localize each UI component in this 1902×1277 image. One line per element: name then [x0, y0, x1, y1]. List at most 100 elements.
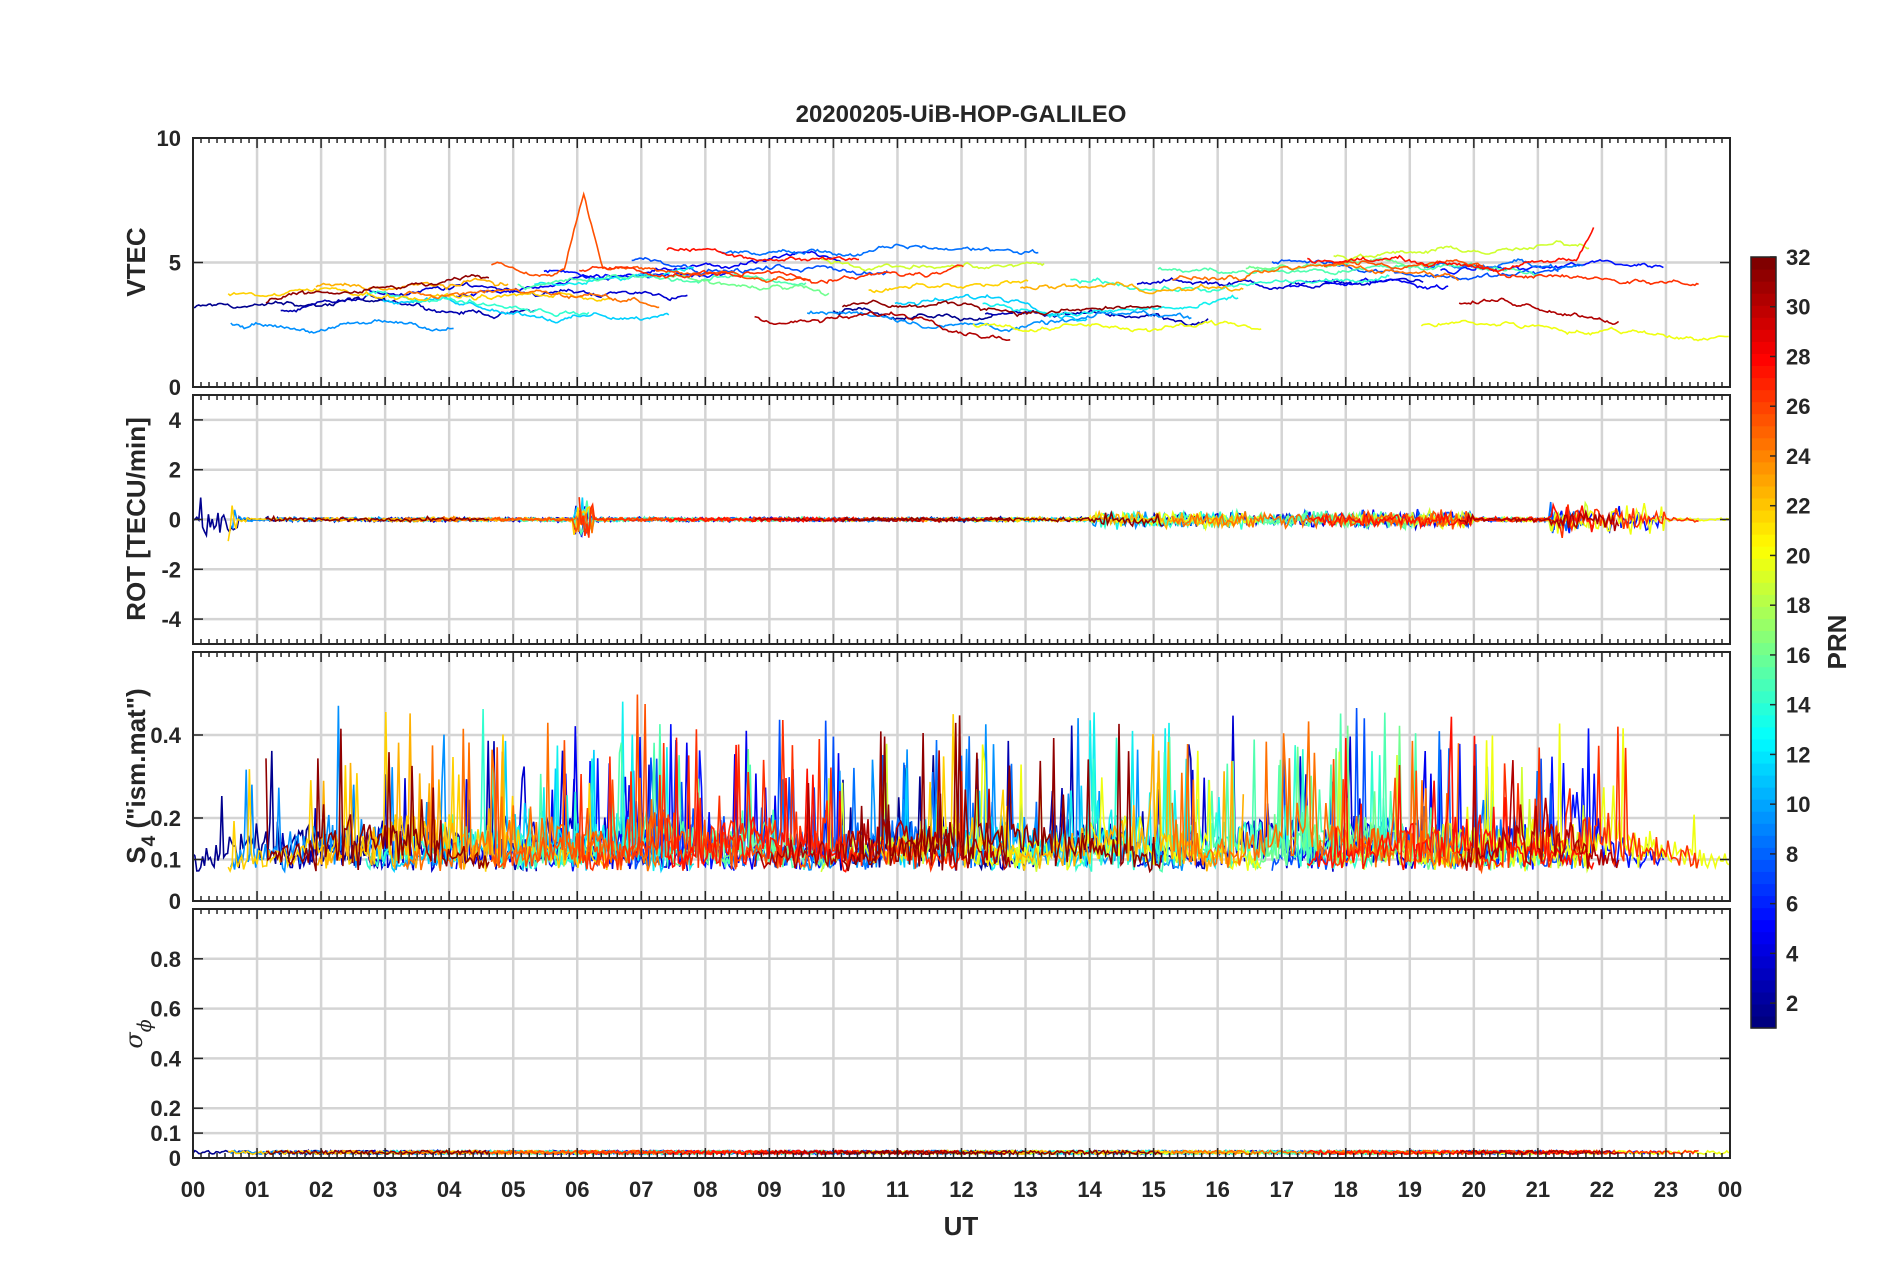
colorbar-stripe	[1751, 473, 1776, 487]
x-tick-label: 01	[245, 1177, 269, 1202]
x-tick-label: 16	[1205, 1177, 1229, 1202]
colorbar-stripe	[1751, 750, 1776, 764]
s4-y-axis-label: S4 ("ism.mat")	[121, 688, 160, 863]
sig-y-tick-label: 0.8	[150, 947, 181, 972]
colorbar-stripe	[1751, 522, 1776, 535]
s4-prn-19-pass-0	[1420, 723, 1730, 872]
colorbar-label: PRN	[1822, 615, 1852, 670]
vtec-y-tick-label: 10	[157, 126, 181, 151]
sig-y-tick-label: 0	[169, 1146, 181, 1171]
vtec-prn-11-pass-1	[382, 296, 670, 324]
x-tick-label: 13	[1013, 1177, 1037, 1202]
s4-prn-30-pass-1	[1458, 760, 1620, 871]
colorbar-stripe	[1751, 461, 1776, 475]
colorbar-tick-label: 6	[1786, 892, 1798, 917]
colorbar-stripe	[1751, 606, 1776, 620]
vtec-prn-14-pass-1	[517, 272, 807, 291]
x-tick-label: 06	[565, 1177, 589, 1202]
vtec-prn-26-pass-0	[578, 264, 964, 285]
colorbar-tick-label: 4	[1786, 941, 1799, 966]
vtec-prn-12-pass-0	[982, 294, 1239, 319]
x-tick-label: 00	[181, 1177, 205, 1202]
colorbar-stripe	[1751, 269, 1776, 282]
rot-prn-31-pass-1	[265, 514, 490, 524]
colorbar-stripe	[1751, 991, 1776, 1005]
colorbar-stripe	[1751, 1015, 1776, 1029]
x-tick-label: 19	[1398, 1177, 1422, 1202]
colorbar-tick-label: 22	[1786, 494, 1810, 519]
colorbar-stripe	[1751, 979, 1776, 993]
sig-y-tick-label: 0.6	[150, 997, 181, 1022]
colorbar-stripe	[1751, 714, 1776, 728]
s4-prn-31-pass-1	[265, 728, 490, 872]
colorbar-tick-label: 2	[1786, 991, 1798, 1016]
colorbar-stripe	[1751, 534, 1776, 547]
colorbar-gradient	[1751, 257, 1776, 1029]
s4-prn-27-pass-0	[666, 737, 860, 873]
x-tick-label: 21	[1526, 1177, 1550, 1202]
rot-panel: -4 -2 0 2 4 ROT [TECU/min]	[121, 394, 1731, 645]
vtec-prn-19-pass-0	[1420, 319, 1729, 342]
vtec-prn-2-pass-0	[280, 292, 537, 320]
vtec-series	[193, 191, 1729, 342]
colorbar-stripe	[1751, 497, 1776, 511]
colorbar-stripe	[1751, 317, 1776, 330]
vtec-prn-27-pass-0	[666, 247, 860, 262]
colorbar-stripe	[1751, 726, 1776, 740]
colorbar-stripe	[1751, 847, 1776, 860]
sigma-phi-y-tick-labels: 00.10.2 0.4 0.6 0.8	[150, 947, 181, 1171]
vtec-y-tick-label: 0	[169, 375, 181, 400]
colorbar-stripe	[1751, 702, 1776, 716]
x-tick-label: 15	[1141, 1177, 1165, 1202]
x-tick-label: 03	[373, 1177, 397, 1202]
x-tick-labels: 00 01 02 03 04 05 06 07 08 09 10 11 12 13 14 15 16 17 18 19…	[181, 1177, 1742, 1202]
colorbar-stripe	[1751, 389, 1776, 403]
vtec-prn-15-pass-1	[669, 273, 830, 297]
colorbar-stripe	[1751, 305, 1776, 318]
rot-frame	[192, 394, 1731, 645]
colorbar-stripe	[1751, 666, 1776, 680]
x-tick-label: 11	[886, 1177, 909, 1202]
x-tick-label: 10	[821, 1177, 845, 1202]
colorbar-tick-label: 10	[1786, 792, 1810, 817]
rot-prn-26-pass-1	[1475, 504, 1699, 539]
x-tick-label: 12	[949, 1177, 973, 1202]
s4-prn-26-pass-0	[578, 719, 965, 873]
rot-prn-19-pass-0	[1420, 502, 1729, 535]
vtec-prn-1-pass-1	[832, 306, 994, 322]
vtec-prn-3-pass-1	[1136, 277, 1424, 291]
s4-prn-24-pass-1	[1171, 721, 1460, 869]
vtec-prn-22-pass-1	[1020, 281, 1244, 295]
colorbar-tick-label: 32	[1786, 245, 1810, 270]
sigma-phi-panel: 00.10.2 0.4 0.6 0.8 σϕ 00 01 02 03 04 05 06 07 08 09…	[120, 908, 1742, 1241]
colorbar-stripe	[1751, 931, 1776, 945]
s4-y-tick-label: 0.4	[150, 723, 181, 748]
colorbar-stripe	[1751, 413, 1776, 427]
colorbar-stripe	[1751, 449, 1776, 463]
colorbar-stripe	[1751, 787, 1776, 800]
colorbar-stripe	[1751, 353, 1776, 367]
colorbar-stripe	[1751, 907, 1776, 921]
vtec-panel: 0 5 10 VTEC	[121, 126, 1731, 400]
s4-prn-25-pass-0	[490, 694, 812, 870]
s4-prn-31-pass-0	[841, 715, 1163, 874]
colorbar-stripe	[1751, 811, 1776, 824]
sigma-phi-ticks	[192, 908, 1731, 1159]
vtec-prn-19-pass-1	[972, 319, 1262, 333]
vtec-y-tick-labels: 0 5 10	[157, 126, 181, 400]
rot-y-tick-label: 2	[169, 458, 181, 483]
sig-prn-30-pass-1	[1458, 1149, 1619, 1156]
vtec-prn-26-pass-1	[1475, 263, 1699, 287]
colorbar-stripe	[1751, 365, 1776, 379]
colorbar-stripe	[1751, 558, 1776, 571]
sig-frame	[192, 908, 1731, 1159]
rot-ticks	[192, 394, 1731, 645]
s4-series	[193, 694, 1730, 875]
vtec-prn-21-pass-0	[227, 287, 611, 302]
colorbar-frame	[1750, 256, 1777, 1029]
rot-y-tick-label: 0	[169, 508, 181, 533]
s4-y-tick-labels: 0 0.1 0.2 0.4	[150, 723, 181, 914]
vtec-prn-7-pass-0	[631, 256, 888, 276]
